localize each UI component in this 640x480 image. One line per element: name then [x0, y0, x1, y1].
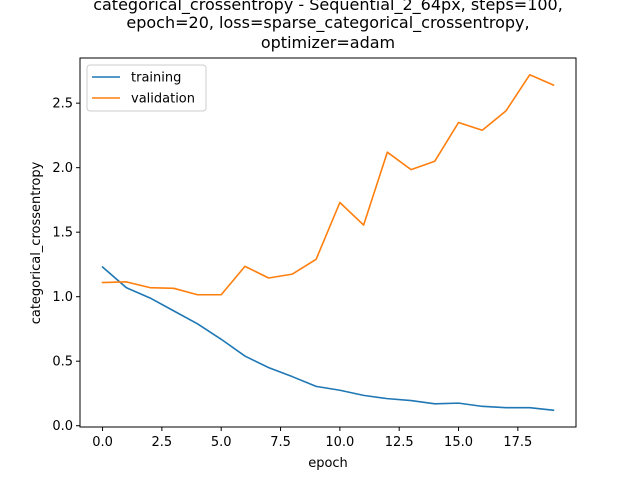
x-tick-label: 17.5 [503, 435, 532, 450]
x-axis-ticks: 0.0 2.5 5.0 7.5 10.0 12.5 15.0 17.5 [92, 427, 532, 450]
chart-title-line-2: epoch=20, loss=sparse_categorical_crosse… [126, 13, 529, 33]
chart-title: categorical_crossentropy - Sequential_2_… [93, 0, 563, 52]
y-tick-label: 2.0 [52, 161, 73, 176]
x-tick-label: 2.5 [152, 435, 173, 450]
plot-frame [79, 57, 577, 428]
series-line-validation [101, 73, 555, 296]
x-tick-label: 7.5 [270, 435, 291, 450]
y-tick-label: 0.5 [52, 355, 73, 370]
x-tick-label: 10.0 [325, 435, 354, 450]
x-tick-label: 5.0 [211, 435, 232, 450]
x-tick-label: 12.5 [385, 435, 414, 450]
x-tick-label: 0.0 [92, 435, 113, 450]
chart-title-line-3: optimizer=adam [261, 33, 395, 52]
series-line-training [101, 265, 555, 412]
y-tick-label: 1.0 [52, 290, 73, 305]
y-axis-ticks: 0.0 0.5 1.0 1.5 2.0 2.5 [52, 97, 80, 434]
y-axis-label: categorical_crossentropy [29, 161, 44, 324]
x-tick-label: 15.0 [444, 435, 473, 450]
legend-label-validation: validation [131, 92, 195, 107]
legend-label-training: training [131, 71, 181, 86]
y-tick-label: 2.5 [52, 97, 73, 112]
chart-title-line-1: categorical_crossentropy - Sequential_2_… [93, 0, 563, 15]
legend: training validation [86, 64, 207, 112]
y-tick-label: 0.0 [52, 419, 73, 434]
series-group [101, 73, 555, 412]
x-axis-label: epoch [308, 456, 348, 471]
y-tick-label: 1.5 [52, 226, 73, 241]
